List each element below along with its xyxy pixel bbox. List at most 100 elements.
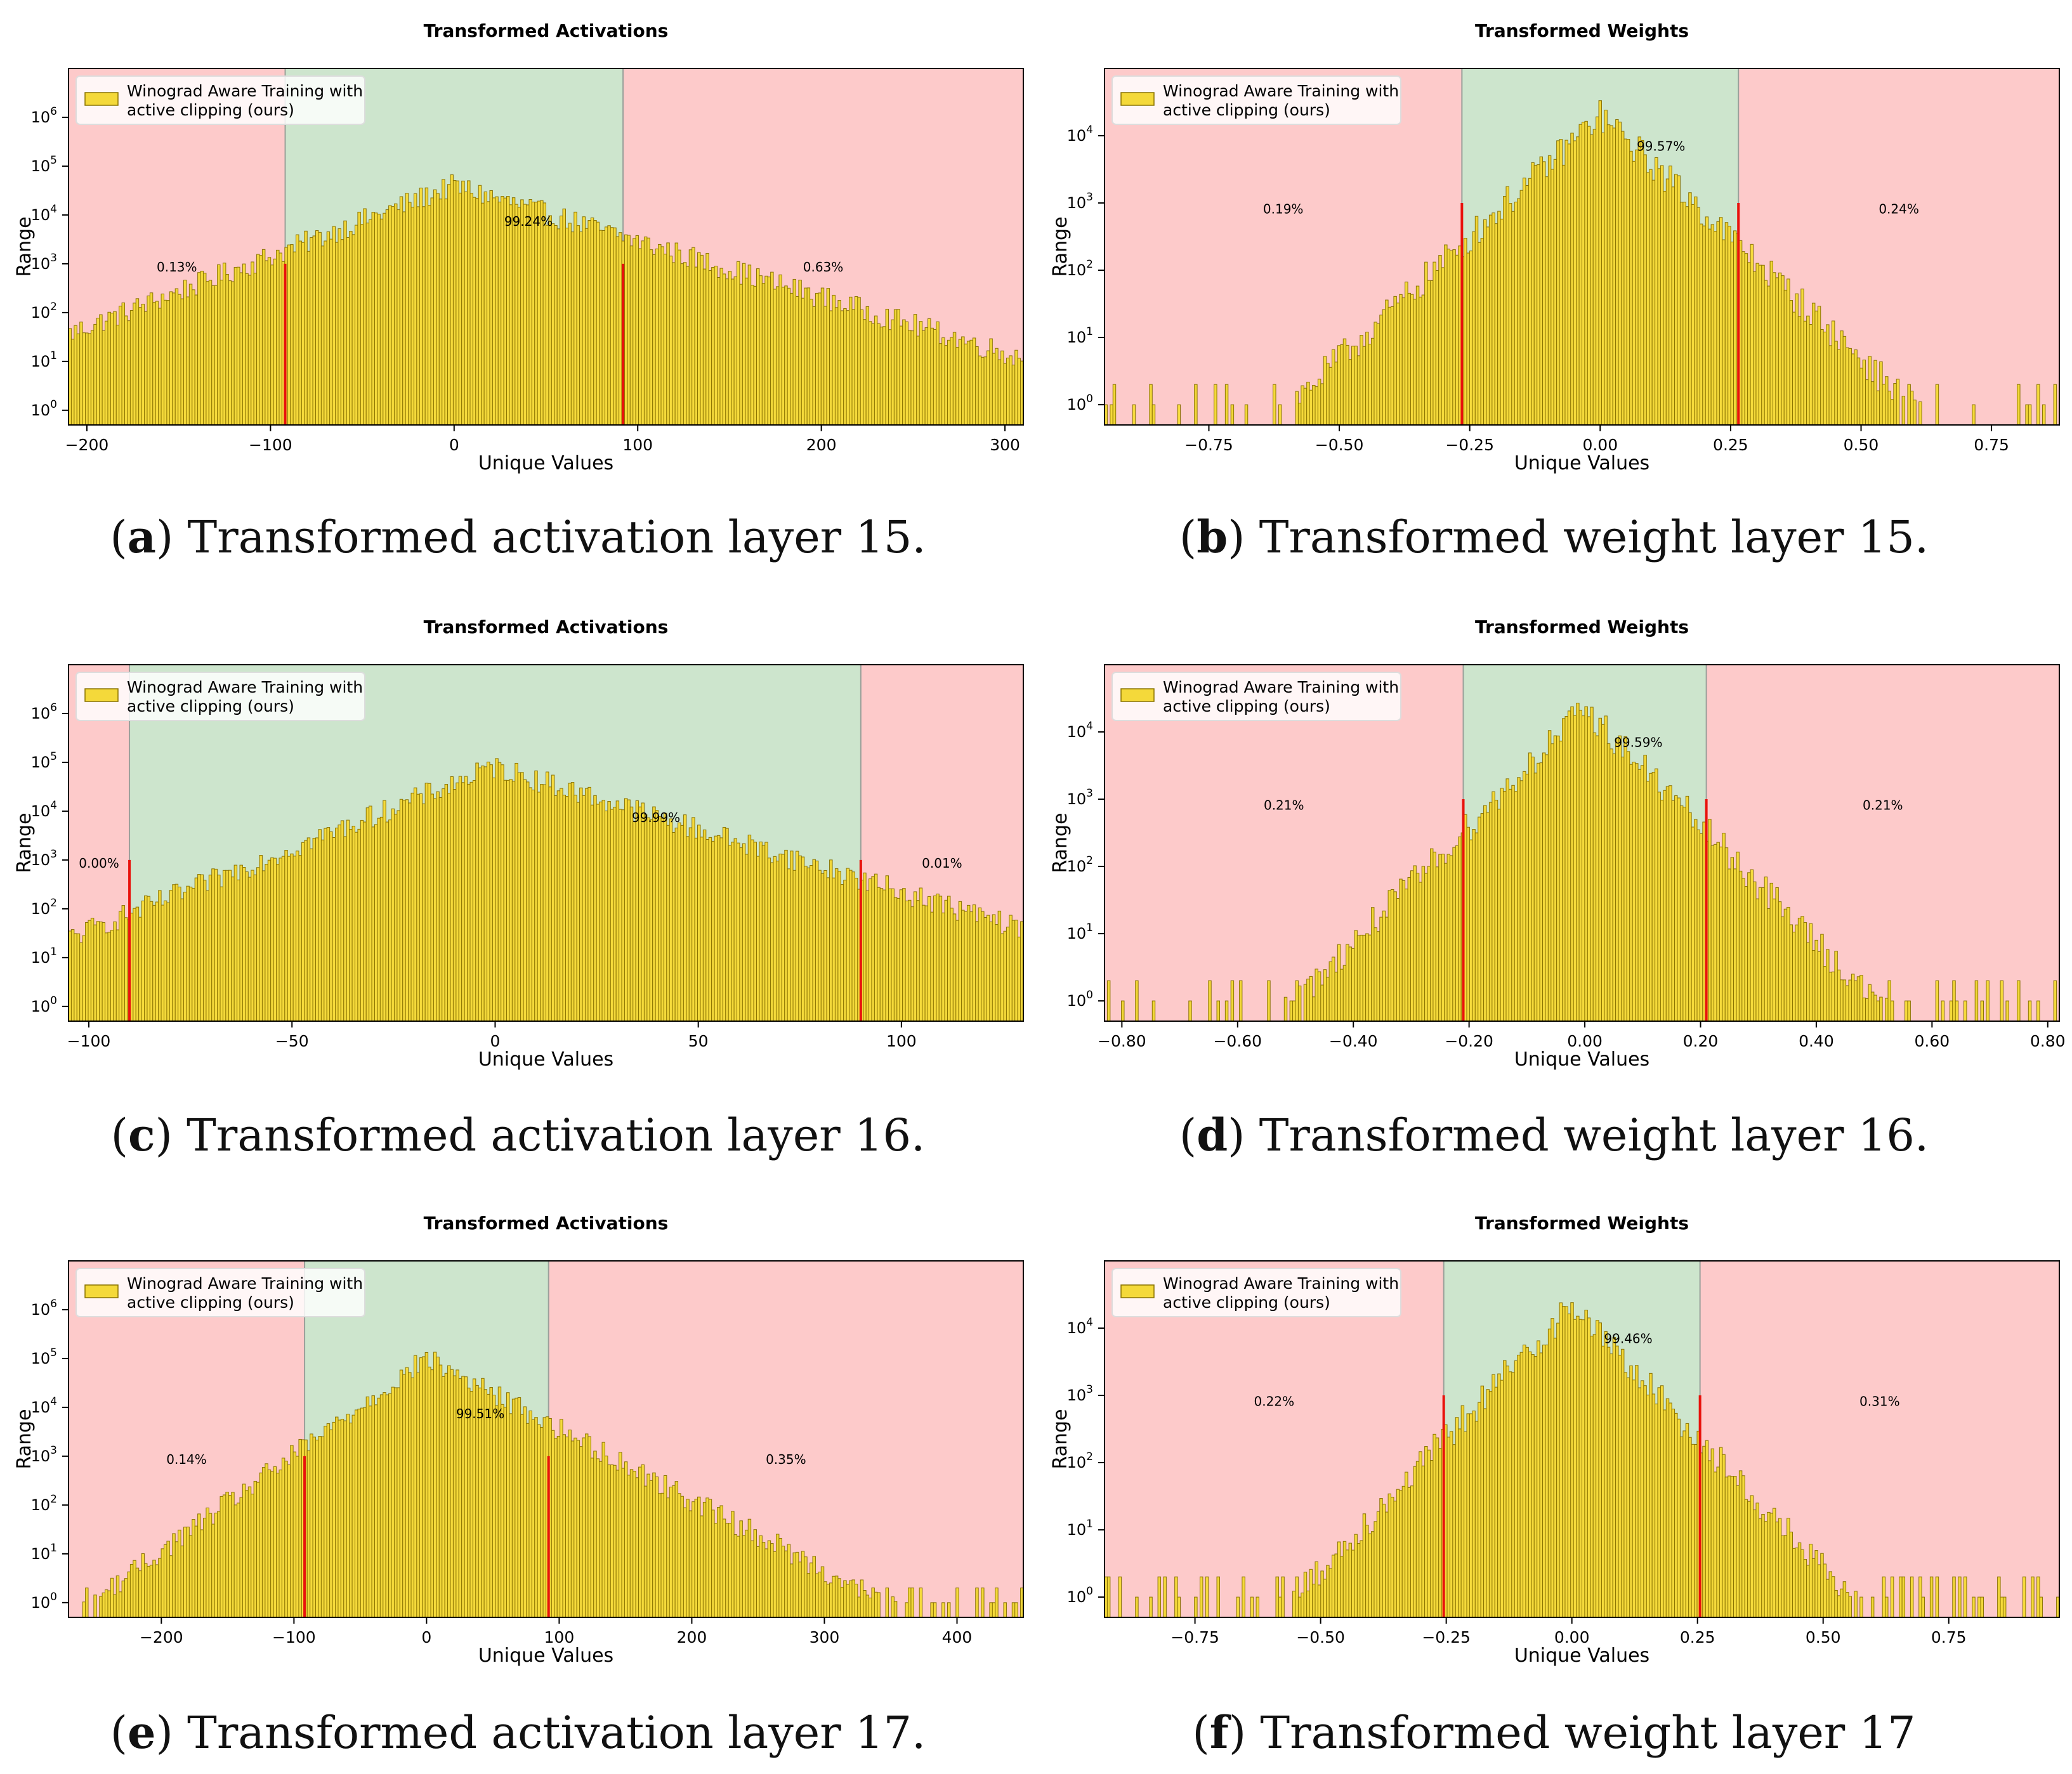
histogram-bar bbox=[795, 296, 799, 426]
histogram-bar bbox=[79, 942, 83, 1022]
histogram-bar bbox=[1488, 1390, 1493, 1618]
histogram-bar bbox=[515, 762, 518, 1022]
y-tick-label: 100 bbox=[1067, 393, 1093, 414]
histogram-bar bbox=[135, 298, 140, 426]
histogram-bar bbox=[705, 252, 709, 426]
percent-center-label: 99.99% bbox=[632, 810, 680, 825]
legend-label-line2: active clipping (ours) bbox=[127, 697, 294, 715]
histogram-bar bbox=[1640, 1380, 1644, 1618]
histogram-bar bbox=[1643, 755, 1647, 1022]
histogram-bar bbox=[556, 228, 561, 426]
histogram-bar bbox=[840, 1586, 844, 1618]
histogram-bar bbox=[1528, 1351, 1532, 1618]
histogram-bar bbox=[1312, 996, 1316, 1022]
histogram-bar bbox=[1427, 866, 1431, 1022]
histogram-bar bbox=[174, 884, 179, 1022]
histogram-bar bbox=[607, 1464, 611, 1618]
histogram-bar bbox=[369, 219, 372, 426]
histogram-bar bbox=[1885, 998, 1889, 1022]
histogram-bar bbox=[674, 242, 679, 426]
histogram-bar bbox=[1761, 1513, 1765, 1618]
histogram-bar bbox=[239, 864, 243, 1022]
histogram-bar bbox=[629, 806, 634, 1022]
histogram-bar bbox=[1679, 202, 1684, 426]
histogram-bar bbox=[798, 280, 802, 426]
histogram-bar bbox=[178, 886, 181, 1022]
histogram-bar bbox=[197, 1513, 201, 1618]
histogram-bar bbox=[2002, 1596, 2007, 1618]
histogram-bar bbox=[568, 223, 572, 426]
histogram-bar bbox=[461, 782, 465, 1022]
histogram-bar bbox=[1438, 854, 1442, 1022]
histogram-bar bbox=[1885, 376, 1889, 426]
histogram-bar bbox=[292, 251, 297, 426]
histogram-bar bbox=[2039, 1596, 2043, 1618]
histogram-bar bbox=[641, 1464, 645, 1618]
histogram-bar bbox=[683, 814, 687, 1022]
histogram-bar bbox=[1488, 802, 1493, 1022]
histogram-bar bbox=[582, 1437, 586, 1618]
histogram-bar bbox=[751, 285, 754, 426]
histogram-bar bbox=[947, 896, 951, 1022]
histogram-bar bbox=[1340, 344, 1344, 426]
histogram-bar bbox=[1573, 140, 1577, 426]
caption-text-e: Transformed activation layer 17. bbox=[173, 1707, 926, 1759]
histogram-bar bbox=[1497, 809, 1501, 1022]
histogram-bar bbox=[528, 199, 532, 426]
histogram-bar bbox=[287, 1464, 291, 1618]
histogram-bar bbox=[601, 230, 605, 426]
histogram-bar bbox=[1587, 1317, 1591, 1618]
histogram-bar bbox=[1553, 735, 1557, 1022]
histogram-bar bbox=[604, 1456, 608, 1618]
histogram-bar bbox=[641, 802, 645, 1022]
histogram-bars bbox=[68, 174, 1024, 426]
histogram-bar bbox=[863, 319, 867, 426]
histogram-bar bbox=[211, 868, 215, 1022]
histogram-bar bbox=[192, 887, 195, 1022]
histogram-bar bbox=[908, 330, 912, 426]
histogram-bar bbox=[464, 776, 468, 1022]
x-tick-label: 100 bbox=[622, 436, 653, 454]
histogram-bar bbox=[1694, 1444, 1698, 1618]
x-tick-label: 50 bbox=[688, 1032, 709, 1050]
histogram-bar bbox=[1110, 404, 1113, 426]
histogram-bar bbox=[1750, 244, 1754, 426]
caption-text-b: Transformed weight layer 15. bbox=[1245, 511, 1929, 563]
histogram-bar bbox=[256, 1482, 260, 1618]
histogram-bar bbox=[694, 1499, 698, 1618]
histogram-bar bbox=[1118, 1576, 1122, 1618]
histogram-bar bbox=[487, 201, 490, 426]
histogram-bar bbox=[119, 306, 122, 426]
histogram-bar bbox=[1719, 217, 1723, 426]
histogram-bar bbox=[99, 1596, 103, 1618]
histogram-bar bbox=[1811, 303, 1816, 426]
histogram-bar bbox=[220, 886, 223, 1022]
histogram-bar bbox=[452, 789, 457, 1022]
histogram-bar bbox=[1809, 1544, 1813, 1618]
histogram-bar bbox=[1736, 1485, 1740, 1618]
histogram-bar bbox=[551, 774, 555, 1022]
histogram-bar bbox=[1405, 282, 1408, 426]
histogram-bar bbox=[1974, 980, 1979, 1022]
histogram-bar bbox=[1842, 336, 1847, 426]
histogram-bar bbox=[208, 875, 213, 1022]
histogram-bar bbox=[910, 906, 914, 1022]
histogram-bar bbox=[503, 1407, 508, 1618]
histogram-bar bbox=[753, 1529, 757, 1618]
histogram-bar bbox=[669, 1487, 673, 1618]
histogram-bar bbox=[683, 262, 687, 426]
plot-frame bbox=[68, 68, 1024, 426]
histogram-bar bbox=[663, 1475, 667, 1618]
histogram-bar bbox=[208, 280, 213, 426]
panel-c: Transformed Activations 0.00% 0.01% 99.99% −… bbox=[0, 596, 1036, 1078]
histogram-bar bbox=[1846, 1591, 1849, 1618]
histogram-bar bbox=[1551, 743, 1554, 1022]
histogram-bar bbox=[149, 1565, 154, 1618]
histogram-bar bbox=[787, 1544, 791, 1618]
histogram-bar bbox=[905, 900, 909, 1022]
histogram-bar bbox=[1149, 384, 1153, 426]
histogram-bar bbox=[1356, 355, 1361, 426]
histogram-bar bbox=[678, 249, 681, 426]
histogram-bar bbox=[619, 809, 622, 1022]
histogram-bar bbox=[995, 348, 999, 426]
